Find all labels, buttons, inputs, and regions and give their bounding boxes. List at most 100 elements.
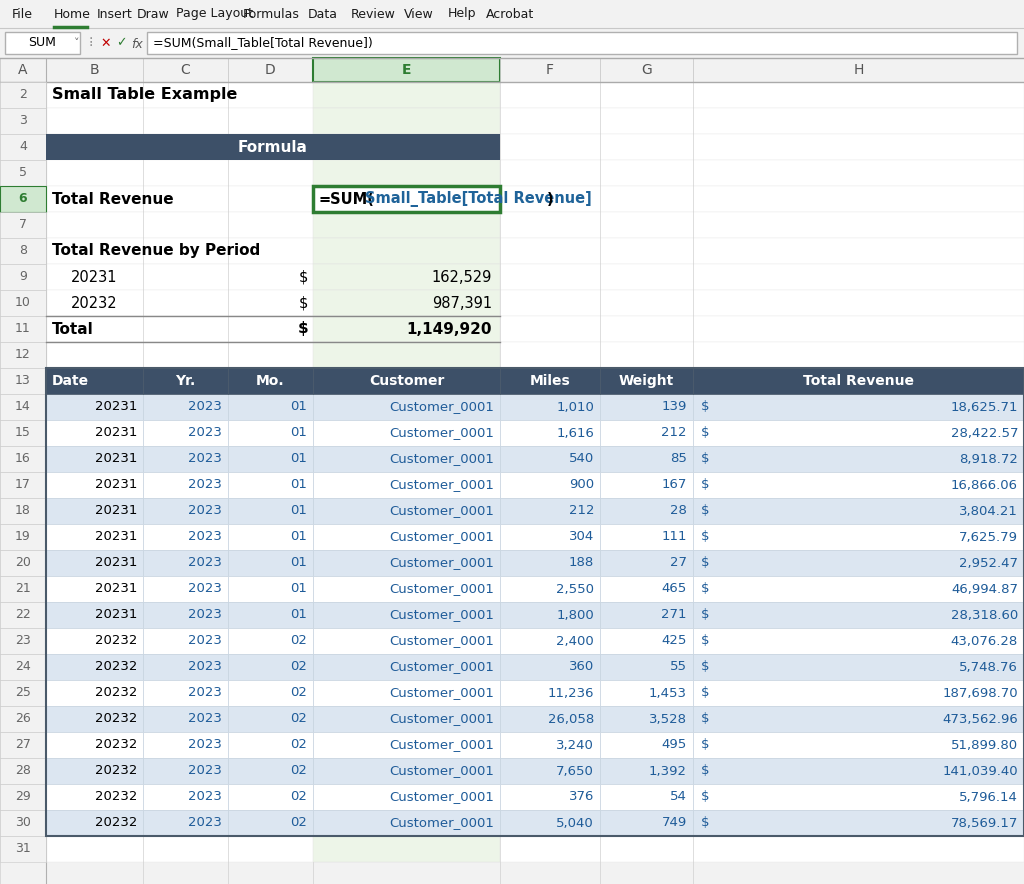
- Text: 141,039.40: 141,039.40: [942, 765, 1018, 778]
- Bar: [46, 524, 143, 550]
- Text: ⁝: ⁝: [88, 36, 92, 50]
- Bar: [500, 420, 600, 446]
- Text: Customer_0001: Customer_0001: [389, 738, 494, 751]
- Bar: [0, 28, 1024, 58]
- Text: 30: 30: [15, 817, 31, 829]
- Bar: [0, 680, 46, 706]
- Bar: [228, 810, 313, 836]
- Bar: [228, 472, 313, 498]
- Text: Customer_0001: Customer_0001: [389, 687, 494, 699]
- Bar: [0, 58, 46, 82]
- Text: 376: 376: [568, 790, 594, 804]
- Bar: [0, 58, 1024, 82]
- Bar: [0, 58, 46, 82]
- Text: 20231: 20231: [94, 608, 137, 621]
- Bar: [46, 212, 1024, 238]
- Bar: [46, 524, 1024, 550]
- Bar: [500, 498, 600, 524]
- Bar: [693, 524, 1024, 550]
- Text: C: C: [180, 63, 190, 77]
- Bar: [313, 108, 500, 134]
- Bar: [313, 134, 500, 160]
- Bar: [693, 602, 1024, 628]
- Text: 15: 15: [15, 426, 31, 439]
- Text: 2023: 2023: [188, 765, 222, 778]
- Text: 20232: 20232: [94, 738, 137, 751]
- Text: 18: 18: [15, 505, 31, 517]
- Bar: [313, 238, 500, 264]
- Text: Page Layout: Page Layout: [176, 7, 253, 20]
- Bar: [600, 524, 693, 550]
- Text: 54: 54: [670, 790, 687, 804]
- Bar: [600, 758, 693, 784]
- Text: 2023: 2023: [188, 790, 222, 804]
- Text: $: $: [701, 738, 710, 751]
- Bar: [228, 394, 313, 420]
- Bar: [143, 628, 228, 654]
- Text: 139: 139: [662, 400, 687, 414]
- Text: Customer_0001: Customer_0001: [389, 400, 494, 414]
- Text: =SUM(Small_Table[Total Revenue]): =SUM(Small_Table[Total Revenue]): [153, 36, 373, 50]
- Text: 5,748.76: 5,748.76: [959, 660, 1018, 674]
- Text: Customer_0001: Customer_0001: [389, 505, 494, 517]
- Text: 28: 28: [670, 505, 687, 517]
- Text: 304: 304: [568, 530, 594, 544]
- Bar: [600, 498, 693, 524]
- Bar: [46, 550, 1024, 576]
- Bar: [313, 160, 500, 186]
- Text: Mo.: Mo.: [256, 374, 285, 388]
- Text: $: $: [299, 295, 308, 310]
- Text: 11,236: 11,236: [548, 687, 594, 699]
- Bar: [46, 420, 1024, 446]
- Bar: [46, 680, 143, 706]
- Bar: [46, 58, 143, 82]
- Text: Date: Date: [52, 374, 89, 388]
- Bar: [46, 810, 1024, 836]
- Text: 23: 23: [15, 635, 31, 647]
- Text: 31: 31: [15, 842, 31, 856]
- Text: 26: 26: [15, 713, 31, 726]
- Text: Customer_0001: Customer_0001: [389, 765, 494, 778]
- Text: 78,569.17: 78,569.17: [950, 817, 1018, 829]
- Bar: [693, 758, 1024, 784]
- Bar: [313, 784, 500, 810]
- Bar: [693, 680, 1024, 706]
- Text: 02: 02: [290, 635, 307, 647]
- Text: 24: 24: [15, 660, 31, 674]
- Text: 271: 271: [662, 608, 687, 621]
- Bar: [500, 758, 600, 784]
- Bar: [147, 32, 1017, 54]
- Bar: [143, 498, 228, 524]
- Bar: [693, 368, 1024, 394]
- Text: 20232: 20232: [94, 713, 137, 726]
- Bar: [46, 368, 1024, 394]
- Bar: [46, 264, 1024, 290]
- Bar: [0, 576, 46, 602]
- Text: ˅: ˅: [74, 38, 80, 48]
- Text: 2,550: 2,550: [556, 583, 594, 596]
- Text: 7,650: 7,650: [556, 765, 594, 778]
- Bar: [500, 680, 600, 706]
- Bar: [600, 394, 693, 420]
- Bar: [228, 784, 313, 810]
- Text: 19: 19: [15, 530, 31, 544]
- Text: 473,562.96: 473,562.96: [942, 713, 1018, 726]
- Text: 01: 01: [290, 426, 307, 439]
- Text: 14: 14: [15, 400, 31, 414]
- Bar: [143, 576, 228, 602]
- Text: 22: 22: [15, 608, 31, 621]
- Bar: [5, 32, 80, 54]
- Bar: [46, 134, 500, 160]
- Bar: [313, 550, 500, 576]
- Bar: [228, 368, 313, 394]
- Text: 20231: 20231: [94, 400, 137, 414]
- Text: 3,528: 3,528: [649, 713, 687, 726]
- Text: 2023: 2023: [188, 687, 222, 699]
- Bar: [500, 446, 600, 472]
- Bar: [600, 654, 693, 680]
- Text: $: $: [701, 660, 710, 674]
- Text: 187,698.70: 187,698.70: [942, 687, 1018, 699]
- Text: Customer_0001: Customer_0001: [389, 583, 494, 596]
- Text: 20231: 20231: [94, 426, 137, 439]
- Text: $: $: [701, 817, 710, 829]
